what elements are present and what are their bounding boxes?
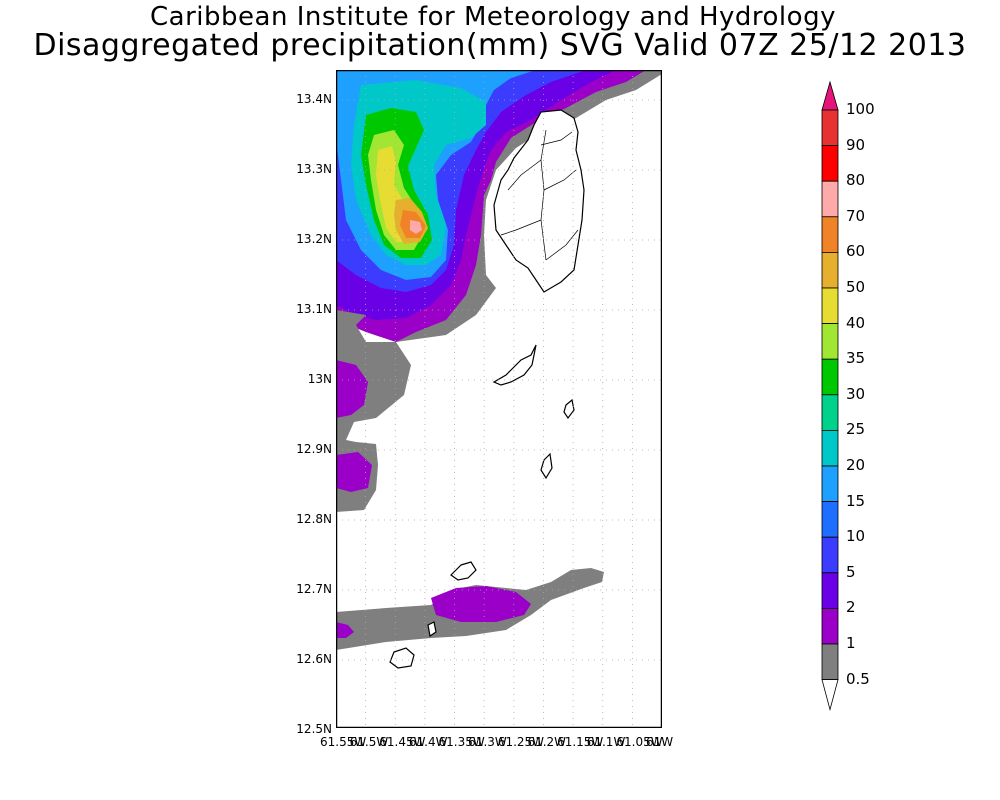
- longitude-label: 61.4W: [408, 735, 448, 749]
- colorbar-label: 40: [846, 313, 866, 332]
- colorbar-label: 60: [846, 242, 866, 261]
- longitude-label: 61.55W: [320, 735, 367, 749]
- colorbar-label: 100: [846, 100, 875, 118]
- chart-title: Caribbean Institute for Meteorology and …: [150, 2, 836, 32]
- colorbar-band: [821, 323, 839, 360]
- longitude-label: 61W: [646, 735, 674, 749]
- colorbar-label: 10: [846, 527, 866, 546]
- colorbar-band: [821, 643, 839, 680]
- colorbar-band: [821, 109, 839, 146]
- precipitation-map: [336, 70, 662, 728]
- colorbar-label: 0.5: [846, 669, 870, 688]
- st-vincent-rivers: [500, 129, 579, 261]
- longitude-label: 61.1W: [586, 735, 626, 749]
- colorbar-band: [821, 180, 839, 218]
- coastline: [389, 109, 585, 669]
- colorbar-label: 1: [846, 634, 856, 652]
- colorbar-label: 25: [846, 420, 866, 439]
- colorbar-label: 35: [846, 349, 866, 368]
- colorbar-label: 90: [846, 135, 866, 154]
- latitude-label: 13N: [307, 372, 332, 386]
- longitude-label: 61.15W: [557, 735, 604, 749]
- colorbar-label: 30: [846, 384, 866, 403]
- latitude-label: 12.9N: [296, 442, 332, 456]
- longitude-label: 61.5W: [349, 735, 389, 749]
- longitude-label: 61.3W: [468, 735, 507, 749]
- map-border: [336, 70, 662, 728]
- precip-field-north: [336, 70, 662, 342]
- colorbar-label: 80: [846, 171, 866, 190]
- precip-field-south: [336, 568, 604, 650]
- precip-field-west: [336, 310, 411, 512]
- colorbar-band: [821, 216, 839, 253]
- latitude-label: 13.3N: [296, 162, 332, 176]
- longitude-label: 61.2W: [527, 735, 567, 749]
- latitude-label: 13.4N: [296, 92, 332, 106]
- colorbar-band: [821, 358, 839, 396]
- carriacou-island: [427, 621, 437, 638]
- colorbar-label: 15: [846, 491, 866, 510]
- colorbar-label: 70: [846, 206, 866, 225]
- colorbar-band: [821, 145, 839, 182]
- latitude-label: 12.6N: [296, 652, 332, 666]
- colorbar-min-triangle: [821, 679, 839, 712]
- colorbar-band: [821, 251, 839, 289]
- grenada-north-island: [389, 647, 415, 669]
- longitude-label: 61.05W: [616, 735, 663, 749]
- colorbar-label: 2: [846, 598, 856, 617]
- latitude-label: 12.8N: [296, 512, 332, 526]
- colorbar-band: [821, 572, 839, 609]
- longitude-label: 61.25W: [497, 735, 545, 749]
- longitude-label: 61.35W: [438, 735, 485, 749]
- colorbar-band: [821, 465, 839, 502]
- colorbar-band: [821, 287, 839, 324]
- chart-subtitle: Disaggregated precipitation(mm) SVG Vali…: [33, 28, 967, 63]
- longitude-label: 61.45W: [379, 735, 426, 749]
- colorbar-band: [821, 501, 839, 538]
- colorbar-band: [821, 536, 839, 574]
- colorbar-band: [821, 608, 839, 645]
- color-scale-legend: [821, 80, 839, 712]
- st-vincent-island: [493, 109, 585, 293]
- latitude-label: 12.7N: [296, 582, 332, 596]
- colorbar-label: 20: [846, 456, 866, 474]
- colorbar-band: [821, 429, 839, 467]
- latitude-label: 12.5N: [296, 722, 332, 736]
- latitude-label: 13.1N: [296, 302, 332, 316]
- union-island: [450, 561, 477, 581]
- latitude-label: 13.2N: [296, 232, 332, 246]
- mustique-island: [563, 398, 575, 420]
- colorbar-label: 50: [846, 278, 866, 296]
- colorbar-band: [821, 394, 839, 431]
- colorbar-max-triangle: [821, 80, 839, 111]
- map-grid: [336, 70, 662, 728]
- colorbar-label: 5: [846, 562, 856, 581]
